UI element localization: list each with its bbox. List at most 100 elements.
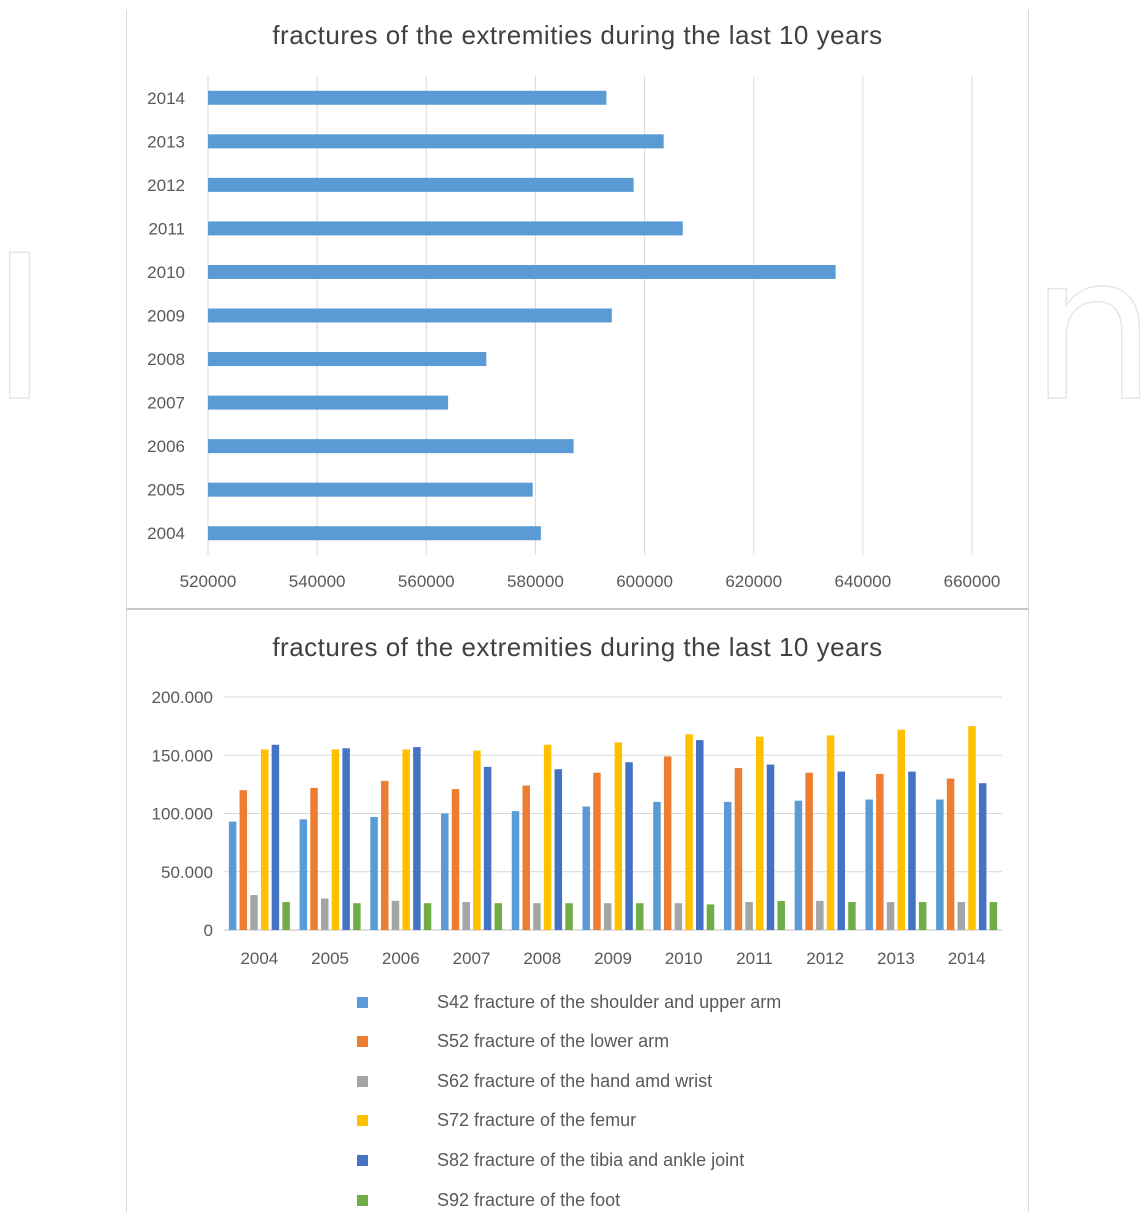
bar — [342, 748, 350, 930]
bar — [331, 749, 340, 930]
legend-label: S72 fracture of the femur — [437, 1110, 637, 1131]
grouped-bar-chart: 0 50.000 100.000 150.000 200.000 2004 2005 2006… — [152, 688, 1002, 968]
legend-label: S62 fracture of the hand amd wrist — [437, 1070, 713, 1091]
legend-swatch — [357, 1075, 368, 1087]
bar — [723, 801, 732, 930]
bar — [543, 744, 552, 930]
x-tick-label: 2008 — [523, 949, 561, 968]
bar — [766, 764, 775, 930]
bar — [413, 747, 421, 930]
y-tick-label: 2013 — [147, 132, 185, 151]
bar — [565, 903, 573, 930]
legend-label: S82 fracture of the tibia and ankle join… — [437, 1149, 745, 1170]
x-tick-label: 600000 — [616, 572, 673, 591]
bar — [208, 439, 574, 454]
y-tick-label: 0 — [204, 921, 213, 940]
bar — [208, 526, 541, 541]
bar — [989, 902, 998, 930]
bar — [706, 904, 715, 930]
x-tick-label: 560000 — [398, 572, 455, 591]
y-tick-label: 2007 — [147, 394, 185, 413]
bar — [271, 744, 280, 930]
bar — [208, 221, 683, 236]
bar — [865, 799, 873, 930]
bar — [299, 819, 308, 930]
x-tick-label: 2012 — [806, 949, 844, 968]
y-tick-label: 2012 — [147, 176, 185, 195]
bar — [946, 778, 955, 930]
bar — [582, 806, 590, 930]
y-tick-label: 200.000 — [152, 688, 213, 707]
bar — [533, 903, 541, 930]
x-tick-label: 580000 — [507, 572, 564, 591]
bar — [978, 783, 987, 930]
bar — [554, 769, 563, 930]
bar — [653, 801, 661, 930]
x-tick-label: 2011 — [736, 949, 773, 968]
bar — [816, 900, 824, 930]
bar — [381, 780, 389, 930]
grouped-bar-chart-panel: fractures of the extremities during the … — [126, 610, 1029, 1212]
x-tick-label: 640000 — [834, 572, 891, 591]
legend-swatch — [357, 1154, 368, 1166]
bar — [734, 768, 743, 930]
y-tick-label: 2004 — [147, 524, 185, 543]
bar — [756, 736, 764, 930]
legend-item: S42 fracture of the shoulder and upper a… — [357, 990, 781, 1014]
bar — [208, 90, 607, 105]
y-tick-label: 2005 — [147, 481, 185, 500]
x-tick-label: 540000 — [289, 572, 346, 591]
y-tick-label: 150.000 — [152, 746, 213, 765]
bar — [876, 773, 884, 930]
y-tick-label: 2006 — [147, 437, 185, 456]
bar — [250, 895, 258, 930]
bar — [441, 813, 449, 930]
legend-swatch — [357, 1036, 368, 1048]
bar — [320, 898, 329, 930]
bar — [908, 771, 916, 930]
x-tick-label: 620000 — [725, 572, 782, 591]
bar — [696, 740, 704, 930]
bar — [805, 772, 813, 930]
horizontal-bar-chart: 520000 540000 560000 580000 600000 620000 6400… — [147, 76, 1001, 591]
x-tick-label: 660000 — [944, 572, 1001, 591]
y-tick-label: 2014 — [147, 89, 185, 108]
bar — [402, 749, 410, 930]
x-tick-label: 520000 — [180, 572, 237, 591]
bar — [936, 799, 944, 930]
legend-label: S52 fracture of the lower arm — [437, 1031, 670, 1052]
horizontal-bar-chart-panel: fractures of the extremities during the … — [126, 10, 1029, 610]
bar — [260, 749, 269, 930]
bar — [625, 762, 633, 930]
bar — [674, 903, 683, 930]
bar — [603, 903, 612, 930]
bar — [918, 902, 927, 930]
chart-title-top: fractures of the extremities during the … — [272, 20, 883, 50]
bar — [208, 264, 836, 279]
bar — [848, 902, 856, 930]
bar — [310, 787, 318, 930]
x-tick-label: 2004 — [240, 949, 278, 968]
legend-label: S42 fracture of the shoulder and upper a… — [437, 991, 782, 1012]
y-tick-label: 2011 — [148, 219, 185, 238]
chart-title-bottom: fractures of the extremities during the … — [272, 632, 883, 662]
bar — [745, 902, 753, 930]
y-tick-label: 2009 — [147, 307, 185, 326]
bar — [208, 352, 487, 367]
x-tick-label: 2006 — [382, 949, 420, 968]
legend-swatch — [357, 1115, 368, 1127]
legend-item: S52 fracture of the lower arm — [357, 1030, 669, 1054]
legend-item: S62 fracture of the hand amd wrist — [357, 1069, 712, 1093]
bar — [968, 726, 976, 930]
bar — [208, 308, 612, 323]
bar — [957, 902, 966, 930]
bar — [897, 729, 906, 930]
bar — [777, 900, 785, 930]
bar — [353, 903, 361, 930]
bar — [423, 903, 432, 930]
legend-label: S92 fracture of the foot — [437, 1189, 621, 1210]
bar — [826, 735, 835, 930]
bar — [391, 900, 400, 930]
y-tick-label: 100.000 — [152, 805, 213, 824]
bar — [228, 821, 237, 930]
